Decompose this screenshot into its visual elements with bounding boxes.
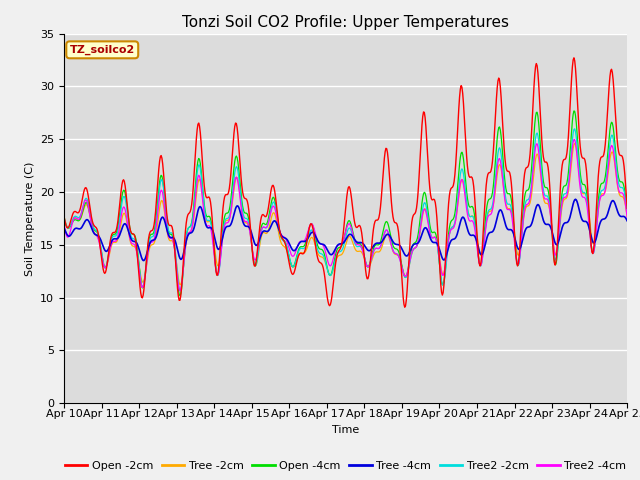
Y-axis label: Soil Temperature (C): Soil Temperature (C) xyxy=(24,161,35,276)
Legend: Open -2cm, Tree -2cm, Open -4cm, Tree -4cm, Tree2 -2cm, Tree2 -4cm: Open -2cm, Tree -2cm, Open -4cm, Tree -4… xyxy=(61,457,630,476)
Title: Tonzi Soil CO2 Profile: Upper Temperatures: Tonzi Soil CO2 Profile: Upper Temperatur… xyxy=(182,15,509,30)
X-axis label: Time: Time xyxy=(332,425,359,435)
Text: TZ_soilco2: TZ_soilco2 xyxy=(70,45,135,55)
